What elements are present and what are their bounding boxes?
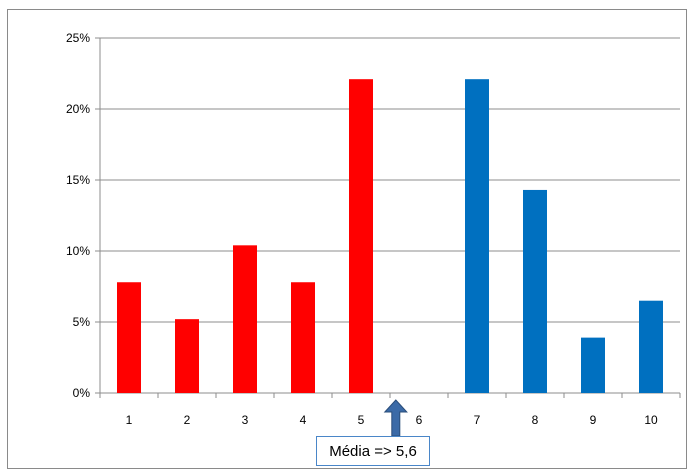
x-tick-label-5: 5 bbox=[358, 413, 365, 427]
y-tick-labels: 0% 5% 10% 15% 20% 25% bbox=[66, 31, 90, 400]
x-tick-labels: 1 2 3 4 5 6 7 8 9 10 bbox=[126, 413, 658, 427]
x-tick-label-10: 10 bbox=[644, 413, 658, 427]
y-tick-label: 25% bbox=[66, 31, 90, 45]
x-tick-label-2: 2 bbox=[184, 413, 191, 427]
mean-arrow bbox=[383, 399, 408, 437]
x-tick-label-4: 4 bbox=[300, 413, 307, 427]
bar-3 bbox=[233, 245, 257, 393]
bars bbox=[117, 79, 663, 394]
x-tick-label-6: 6 bbox=[416, 413, 423, 427]
y-tick-label: 5% bbox=[73, 315, 91, 329]
bar-5 bbox=[349, 79, 373, 394]
bar-1 bbox=[117, 282, 141, 393]
grid-lines bbox=[100, 37, 680, 323]
x-tick-label-1: 1 bbox=[126, 413, 133, 427]
x-tick-label-3: 3 bbox=[242, 413, 249, 427]
bar-2 bbox=[175, 319, 199, 393]
y-tick-label: 15% bbox=[66, 173, 90, 187]
y-tick-label: 0% bbox=[73, 386, 91, 400]
x-tick-label-9: 9 bbox=[590, 413, 597, 427]
x-tick-label-8: 8 bbox=[532, 413, 539, 427]
up-arrow-icon bbox=[383, 399, 408, 437]
y-tick-label: 10% bbox=[66, 244, 90, 258]
y-tick-label: 20% bbox=[66, 102, 90, 116]
mean-annotation-label: Média => 5,6 bbox=[316, 436, 430, 466]
bar-9 bbox=[581, 337, 605, 393]
bar-7 bbox=[465, 79, 489, 394]
bar-8 bbox=[523, 189, 547, 393]
x-tick-label-7: 7 bbox=[474, 413, 481, 427]
bar-4 bbox=[291, 282, 315, 393]
bar-10 bbox=[639, 300, 663, 393]
